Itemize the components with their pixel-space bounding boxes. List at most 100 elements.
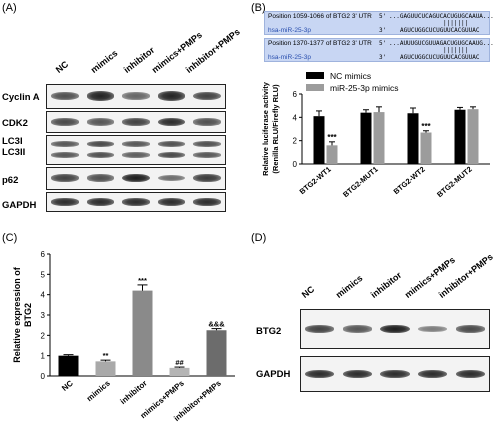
y-tick-label: 6 [41, 250, 46, 259]
y-tick-label: 2 [41, 331, 46, 340]
sequence-box-2: Position 1370-1377 of BTG2 3' UTR 5' ...… [264, 38, 494, 62]
bar [454, 109, 466, 164]
lane-label: inhibitor [368, 269, 404, 300]
band-lc3i [122, 141, 150, 147]
luciferase-chart: 0 2 4 6 Relative luciferase activity(Renilla… [261, 71, 490, 199]
bar [407, 113, 419, 164]
band-p62 [86, 174, 115, 182]
y-tick-label: 0 [293, 160, 298, 169]
bar [132, 290, 153, 376]
band-btg2 [380, 324, 410, 334]
sequence-box-1: Position 1059-1066 of BTG2 3' UTR 5' ...… [264, 11, 494, 35]
bar [467, 109, 479, 164]
row-label-p62: p62 [2, 175, 19, 186]
bar [326, 145, 338, 164]
x-tick-label: inhibitor [118, 379, 148, 406]
row-label-btg2: BTG2 [256, 326, 282, 337]
band-lc3ii [193, 152, 222, 158]
bar [206, 330, 227, 376]
bar [420, 132, 432, 164]
x-tick-label: BTG2-MUT1 [341, 165, 380, 199]
band-cdk2 [157, 117, 186, 127]
band-gapdh-d [342, 369, 373, 379]
lane-label: inhibitor [121, 44, 157, 75]
seq1-utr-label: 5' [379, 13, 387, 20]
y-tick-label: 0 [41, 372, 46, 381]
significance-label: *** [421, 122, 431, 131]
band-cyclin-a [86, 91, 115, 101]
y-tick-label: 6 [293, 90, 298, 99]
band-gapdh-d [380, 369, 410, 379]
band-cdk2 [50, 118, 79, 126]
seq2-mirna-seq: AGUCUGGCUCUGUUCACGUUAC [400, 54, 480, 61]
legend-swatch [306, 84, 324, 91]
y-tick-label: 4 [293, 113, 298, 122]
band-gapdh-d [417, 369, 448, 379]
blot-gapdh [46, 192, 226, 212]
band-cyclin-a [122, 92, 150, 100]
bar [360, 112, 372, 164]
band-gapdh-d [305, 369, 335, 379]
band-btg2 [455, 325, 485, 333]
seq1-mirna-seq: AGUCUGGCUCUGUUCACGUUAC [400, 27, 480, 34]
band-lc3i [157, 141, 186, 147]
row-label-gapdh-d: GAPDH [256, 369, 291, 380]
bar [169, 367, 190, 376]
lane-label: mimics [88, 48, 120, 75]
band-gapdh [122, 198, 150, 206]
blot-gapdh-d [300, 356, 490, 392]
band-gapdh [157, 198, 186, 206]
significance-label: ## [175, 358, 184, 367]
blot-cyclin-a [46, 84, 226, 109]
band-lc3ii [50, 152, 79, 158]
y-tick-label: 5 [41, 270, 46, 279]
x-tick-label: BTG2-WT1 [298, 165, 333, 197]
bar [95, 361, 116, 376]
significance-label: *** [327, 133, 337, 142]
lane-label: mimics [333, 273, 365, 300]
band-p62 [193, 174, 222, 182]
x-tick-label: BTG2-WT2 [392, 165, 427, 197]
btg2-expression-chart: 0 1 2 3 4 5 6 Relative expression ofBTG2 NC ** mim… [12, 250, 235, 423]
significance-label: ** [103, 351, 109, 360]
blot-p62 [46, 167, 226, 190]
y-tick-label: 3 [41, 311, 46, 320]
y-axis-label: Relative luciferase activity(Renilla RLU… [261, 81, 280, 176]
panel-label-b: (B) [251, 2, 266, 14]
panel-label-a: (A) [2, 2, 17, 14]
row-label-cdk2: CDK2 [2, 118, 28, 129]
legend-label: miR-25-3p mimics [330, 83, 398, 93]
row-label-lc3i: LC3I [2, 136, 23, 147]
band-cdk2 [86, 118, 115, 126]
y-tick-label: 1 [41, 352, 46, 361]
panel-label-c: (C) [2, 232, 18, 244]
significance-label: *** [138, 276, 147, 285]
significance-label: &&& [208, 320, 225, 329]
band-gapdh [50, 198, 79, 206]
seq1-mirna: hsa-miR-25-3p [268, 27, 311, 34]
panel-label-d: (D) [251, 232, 267, 244]
x-tick-label: NC [60, 378, 75, 392]
seq2-utr-seq: ...AUUUGUCGUUAGACUGUGCAAUG... [389, 40, 494, 47]
legend-label: NC mimics [330, 71, 371, 81]
y-tick-label: 4 [41, 291, 46, 300]
seq2-pairing: ||||||| [443, 47, 469, 54]
bar [58, 355, 79, 376]
band-p62 [122, 173, 150, 183]
seq2-mirna: hsa-miR-25-3p [268, 54, 311, 61]
x-tick-label: BTG2-MUT2 [435, 165, 474, 199]
seq2-utr-label: 5' [379, 40, 387, 47]
band-gapdh-d [455, 369, 485, 379]
seq1-position: Position 1059-1066 of BTG2 3' UTR [268, 13, 372, 20]
band-lc3i [193, 141, 222, 147]
bar [313, 116, 325, 164]
x-tick-label: mimics [85, 378, 112, 403]
seq1-pairing: ||||||| [443, 20, 469, 27]
bar [373, 112, 385, 164]
band-lc3ii [86, 152, 115, 158]
legend-swatch [306, 72, 324, 79]
row-label-lc3ii: LC3II [2, 147, 26, 158]
lane-label: NC [53, 59, 71, 75]
band-btg2 [417, 325, 448, 333]
blot-cdk2 [46, 111, 226, 133]
